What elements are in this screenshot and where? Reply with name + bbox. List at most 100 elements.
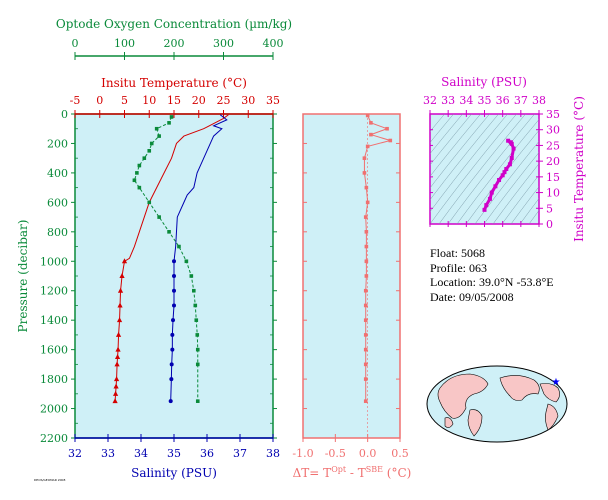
data-series xyxy=(112,113,516,404)
ts-isoline xyxy=(430,114,463,155)
salinity-series-point xyxy=(170,332,175,337)
oxygen-series-point xyxy=(137,185,142,190)
pressure-tick-label: 400 xyxy=(47,167,68,180)
salinity-series-point xyxy=(169,362,174,367)
delta-series-point xyxy=(365,113,370,118)
profile-date: Date: 09/05/2008 xyxy=(430,289,514,304)
ts-series-point xyxy=(500,173,505,178)
ts-isoline xyxy=(510,186,539,224)
delta-series-point xyxy=(362,156,367,160)
oxygen-series-point xyxy=(195,362,200,367)
ts-series-point xyxy=(504,167,509,171)
ts-isoline xyxy=(528,210,539,224)
pressure-tick-label: 800 xyxy=(47,226,68,239)
temperature-series-point xyxy=(113,383,119,389)
oxygen-series-point xyxy=(169,115,174,119)
oxygen-series-point xyxy=(157,215,161,219)
salinity-tick-label: 34 xyxy=(134,447,148,460)
oxygen-series-point xyxy=(147,149,152,153)
delta-panel-background xyxy=(303,114,400,438)
float-info-block: Float: 5068 Profile: 063 Location: 39.0°… xyxy=(430,246,554,304)
ts-isoline xyxy=(456,119,539,224)
oxygen-series-point xyxy=(189,274,194,278)
ts-series-point xyxy=(497,178,502,182)
oxygen-tick-label: 400 xyxy=(263,37,284,50)
pressure-tick-label: 1200 xyxy=(40,285,68,298)
ts-y-tick-label: 25 xyxy=(546,139,560,152)
salinity-tick-label: 37 xyxy=(233,447,247,460)
temperature-series-point xyxy=(121,258,128,264)
delta-series-point xyxy=(364,259,369,264)
pressure-tick-label: 200 xyxy=(47,137,68,150)
ts-x-tick-label: 33 xyxy=(441,94,455,107)
pressure-tick-label: 2200 xyxy=(40,432,68,445)
ts-x-tick-label: 35 xyxy=(478,94,492,107)
salinity-series-line xyxy=(170,114,228,402)
temperature-series-point xyxy=(112,390,119,396)
pressure-tick-label: 1400 xyxy=(40,314,68,327)
oxygen-series-point xyxy=(137,163,142,168)
oxygen-series-point xyxy=(192,288,196,293)
temperature-tick-label: 35 xyxy=(266,94,280,107)
ts-series-point xyxy=(493,184,498,189)
oxygen-tick-label: 200 xyxy=(164,37,185,50)
salinity-axis-label: Salinity (PSU) xyxy=(131,466,217,480)
ts-series-point xyxy=(507,162,512,167)
oxygen-series-point xyxy=(167,121,171,125)
delta-tick-label: 0.5 xyxy=(391,447,409,460)
delta-series-point xyxy=(364,244,369,249)
ts-series-point xyxy=(502,170,507,175)
oxygen-series-point xyxy=(135,171,139,175)
ts-isoline xyxy=(430,114,490,189)
pressure-tick-label: 1800 xyxy=(40,373,68,386)
ts-series-point xyxy=(487,196,492,201)
delta-series-point xyxy=(365,144,370,149)
oxygen-tick-label: 300 xyxy=(213,37,234,50)
ts-isoline xyxy=(483,152,539,224)
ts-isoline xyxy=(430,114,445,132)
ts-y-tick-label: 10 xyxy=(546,187,560,200)
ts-isoline xyxy=(501,174,539,224)
ts-isoline xyxy=(519,198,539,224)
ts-y-tick-label: 35 xyxy=(546,108,560,121)
float-location-marker-icon: ★ xyxy=(552,377,561,388)
ts-series-point xyxy=(506,138,511,143)
oxygen-series-point xyxy=(193,303,198,308)
ts-x-tick-label: 34 xyxy=(459,94,473,107)
temperature-tick-label: 10 xyxy=(142,94,156,107)
temperature-series-point xyxy=(114,361,120,367)
ts-y-tick-label: 5 xyxy=(546,202,553,215)
ts-series-point xyxy=(489,190,494,195)
ts-y-tick-label: 15 xyxy=(546,171,560,184)
salinity-series-point xyxy=(171,318,176,323)
salinity-series-point xyxy=(172,303,176,308)
ts-isoline xyxy=(430,114,472,166)
salinity-tick-label: 33 xyxy=(101,447,115,460)
ts-series-point xyxy=(509,156,514,160)
oxygen-series-point xyxy=(142,156,147,160)
delta-tick-label: -1.0 xyxy=(292,447,313,460)
salinity-tick-label: 35 xyxy=(167,447,181,460)
credit-text: DEOS/GEOMAR 2008 xyxy=(34,478,66,482)
salinity-tick-label: 38 xyxy=(266,447,280,460)
float-location: Location: 39.0°N -53.8°E xyxy=(430,275,554,289)
temperature-tick-label: 5 xyxy=(121,94,128,107)
delta-series-point xyxy=(363,318,368,322)
temperature-series-point xyxy=(117,287,124,293)
salinity-series-point xyxy=(172,288,176,293)
ts-series-point xyxy=(511,146,516,151)
delta-series-point xyxy=(388,138,393,143)
oxygen-series-point xyxy=(147,200,152,205)
ts-x-tick-label: 37 xyxy=(514,94,528,107)
temperature-series-point xyxy=(113,376,120,382)
temperature-tick-label: 0 xyxy=(96,94,103,107)
delta-series-point xyxy=(363,399,368,403)
temperature-tick-label: 25 xyxy=(217,94,231,107)
ts-series-point xyxy=(484,203,489,208)
pressure-tick-label: 2000 xyxy=(40,403,68,416)
pressure-tick-label: 1000 xyxy=(40,255,68,268)
ts-isoline xyxy=(430,114,481,177)
pressure-axis-label: Pressure (decibar) xyxy=(16,220,30,333)
oxygen-series-point xyxy=(184,259,189,264)
